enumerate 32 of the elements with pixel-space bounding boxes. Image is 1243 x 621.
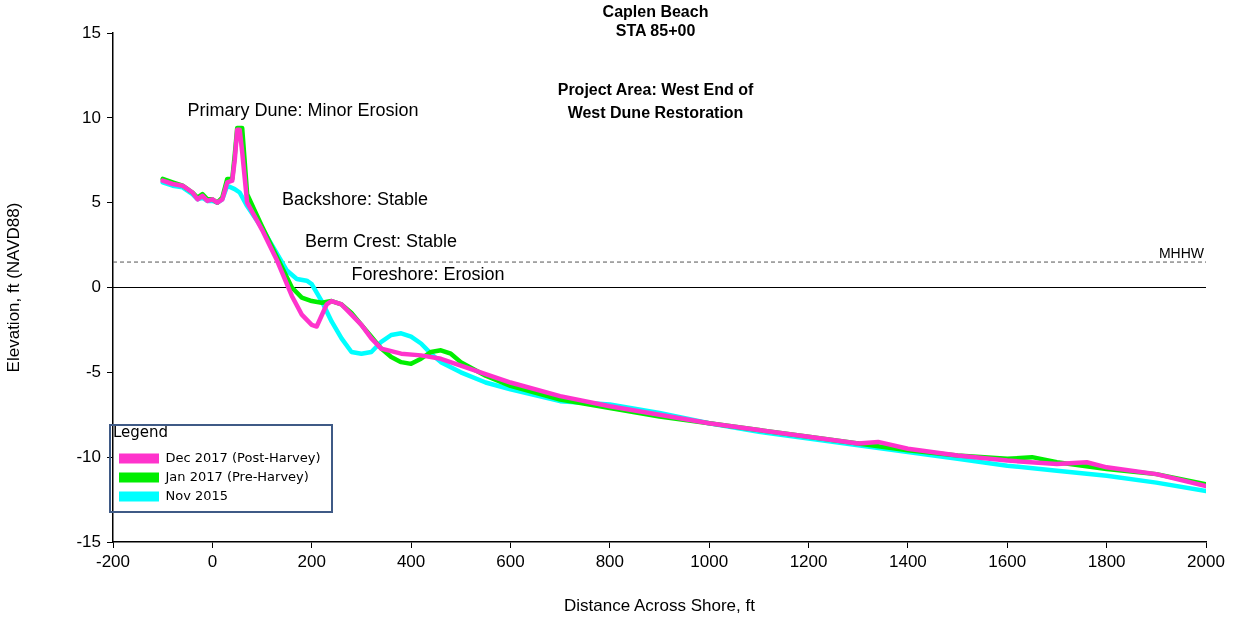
x-tick-label: 1400 [889,551,927,571]
annotation: Primary Dune: Minor Erosion [187,99,419,120]
x-tick-label: 800 [595,551,625,571]
chart-title: Caplen Beach STA 85+00 [602,3,709,40]
x-tick-label: -200 [95,551,131,571]
annotation: Berm Crest: Stable [304,230,458,251]
x-tick-label: 1600 [988,551,1027,571]
y-tick-label: 0 [91,277,101,297]
legend-label: Dec 2017 (Post-Harvey) [165,449,321,465]
legend-label: Nov 2015 [165,487,229,503]
legend-label: Jan 2017 (Pre-Harvey) [164,468,309,484]
x-tick-label: 1000 [690,551,729,571]
y-tick-label: -5 [85,362,101,382]
y-tick-label: -15 [76,531,101,551]
x-tick-label: 400 [396,551,426,571]
x-tick-label: 2000 [1187,551,1225,571]
legend-title: Legend [113,423,169,442]
x-tick-label: 200 [297,551,326,571]
ref-line-label: MHHW [1158,244,1205,261]
x-tick-label: 1800 [1087,551,1126,571]
x-tick-label: 600 [496,551,525,571]
y-tick-label: -10 [76,446,101,466]
y-tick-label: 5 [91,192,101,212]
y-tick-label: 15 [82,22,101,42]
y-axis-title: Elevation, ft (NAVD88) [3,202,23,373]
x-tick-label: 0 [207,551,218,571]
x-tick-label: 1200 [789,551,828,571]
x-axis-title: Distance Across Shore, ft [564,596,756,616]
text: Project Area: West End of West Dune Restoration [557,81,754,122]
annotation: Foreshore: Erosion [351,263,505,284]
annotation: Backshore: Stable [281,188,429,209]
y-tick-label: 10 [82,107,101,127]
